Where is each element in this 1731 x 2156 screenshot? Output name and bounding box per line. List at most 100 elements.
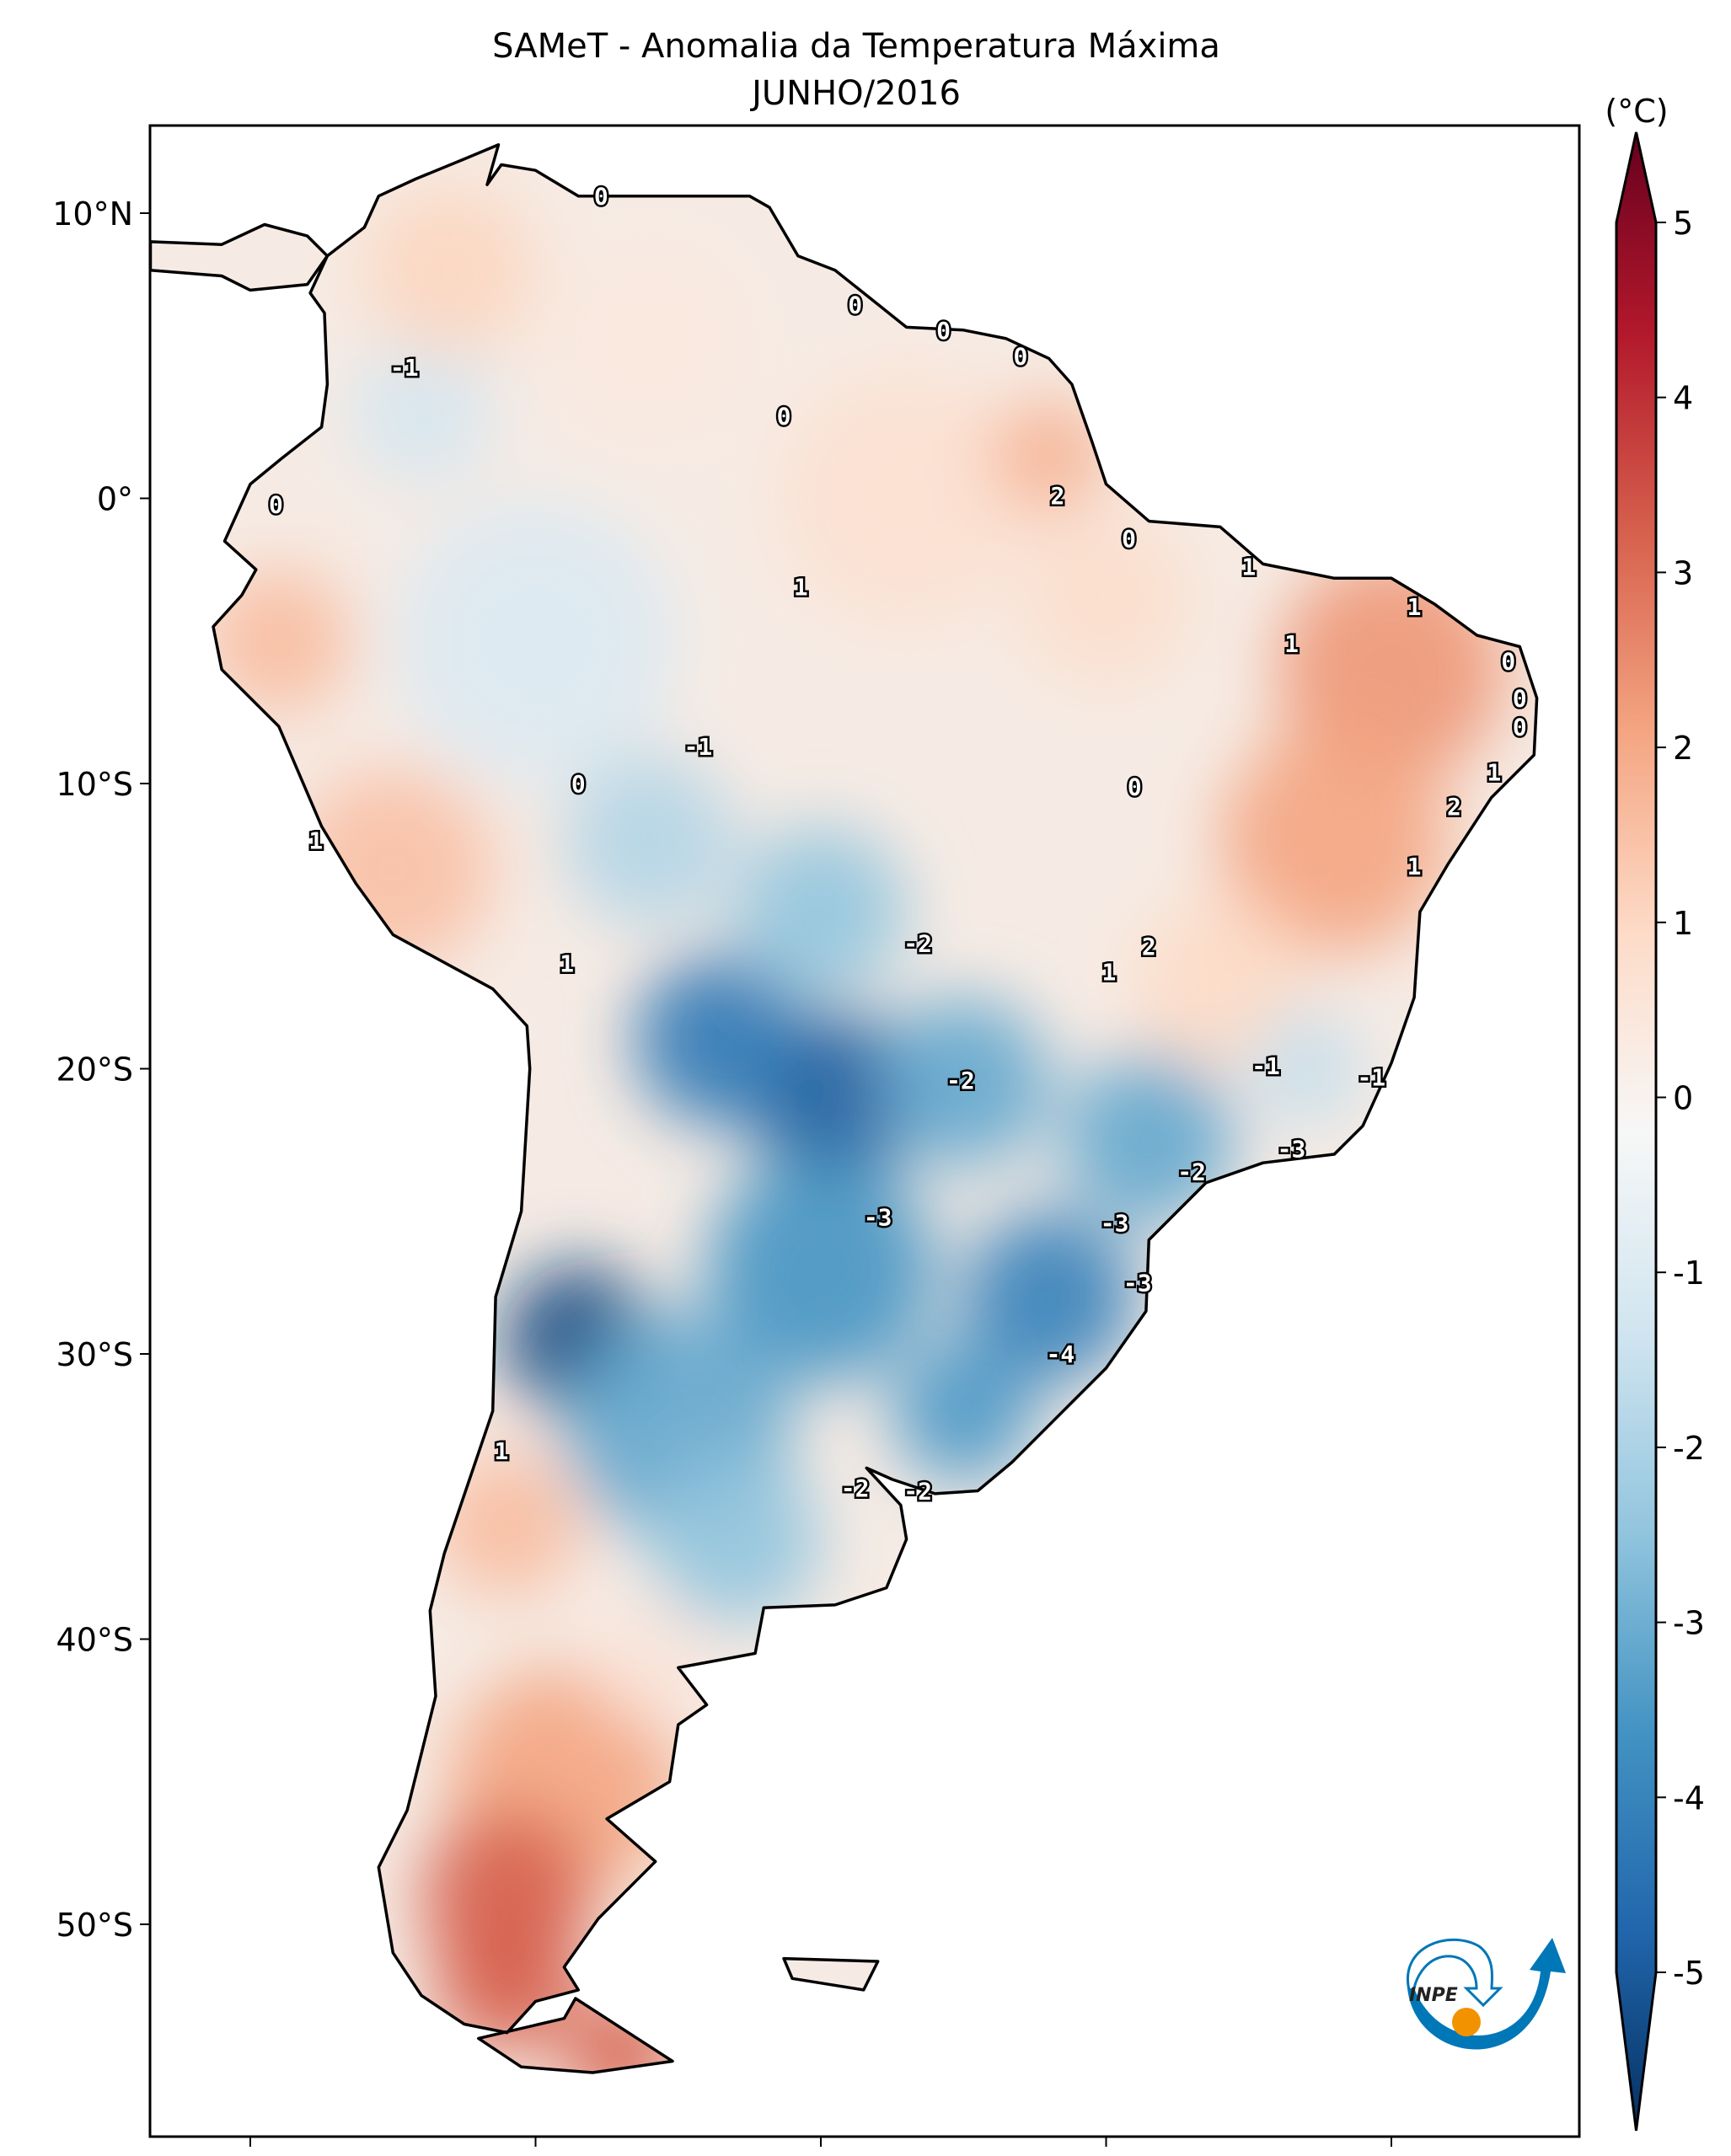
anomaly-blob <box>350 341 493 484</box>
colorbar-tick-label: 2 <box>1673 730 1693 767</box>
colorbar-tick-label: -2 <box>1673 1430 1705 1467</box>
contour-label: 1 <box>1407 853 1422 880</box>
contour-label: 0 <box>571 770 586 798</box>
colorbar-tick-label: 5 <box>1673 205 1693 242</box>
y-axis-ticks: 10°N 0° 10°S 20°S 30°S 40°S 50°S <box>52 195 150 1944</box>
contour-label: 0 <box>936 317 951 345</box>
x-tick-label: 50°W <box>1062 2151 1150 2156</box>
contour-label: 0 <box>1122 525 1136 553</box>
contour-label: 0 <box>777 402 791 430</box>
anomaly-blob <box>364 185 536 356</box>
y-tick-label: 20°S <box>56 1051 133 1089</box>
contour-label: 0 <box>1513 684 1527 712</box>
colorbar-tick-label: 4 <box>1673 380 1693 417</box>
anomaly-blob <box>1134 897 1306 1069</box>
contour-label: 1 <box>308 827 323 855</box>
map-title: SAMeT - Anomalia da Temperatura Máxima <box>492 27 1220 66</box>
logo-swoosh <box>1407 1938 1566 2050</box>
colorbar-tick-label: -5 <box>1673 1955 1705 1992</box>
colorbar-units: (°C) <box>1605 93 1668 130</box>
contour-label: 0 <box>269 490 283 518</box>
logo-sun <box>1452 2008 1481 2036</box>
contour-label: -1 <box>390 354 419 382</box>
contour-label: -3 <box>1278 1135 1306 1163</box>
contour-label: 0 <box>594 183 608 211</box>
colorbar-tick-label: -1 <box>1673 1255 1705 1292</box>
contour-label: 0 <box>1501 647 1515 675</box>
anomaly-blob <box>1063 1054 1235 1226</box>
y-tick-label: 50°S <box>56 1907 133 1944</box>
anomaly-blob <box>706 1154 935 1383</box>
anomaly-blob <box>649 1453 821 1625</box>
contour-label: -1 <box>684 733 713 761</box>
anomaly-blob <box>1248 1011 1364 1126</box>
anomaly-blob <box>436 1453 579 1597</box>
contour-label: 0 <box>1513 713 1527 741</box>
contour-label: 0 <box>848 291 862 318</box>
anomaly-blob <box>592 1610 707 1725</box>
y-tick-label: 30°S <box>56 1336 133 1373</box>
logo-text: INPE <box>1409 1985 1458 2006</box>
map-subtitle: JUNHO/2016 <box>749 74 961 113</box>
anomaly-blob <box>564 755 736 927</box>
anomaly-blob <box>1219 726 1449 955</box>
x-axis-ticks: 80°W 70°W 60°W 50°W 40°W <box>206 2137 1436 2156</box>
contour-label: 2 <box>1051 482 1065 510</box>
anomaly-blob <box>992 399 1107 513</box>
contour-label: 0 <box>1014 342 1028 370</box>
anomaly-blob <box>963 1211 1135 1383</box>
contour-label: -2 <box>1177 1158 1206 1185</box>
contour-label: -2 <box>903 930 932 958</box>
colorbar-tick-label: 1 <box>1673 905 1693 942</box>
colorbar-tick-label: -4 <box>1673 1779 1705 1816</box>
colorbar-tick-label: 3 <box>1673 554 1693 591</box>
colorbar-tick-label: -3 <box>1673 1605 1705 1642</box>
inpe-logo: INPE <box>1406 1938 1566 2050</box>
anomaly-blob <box>393 498 678 784</box>
colorbar-tick-label: 0 <box>1673 1080 1693 1117</box>
colorbar-body <box>1615 131 1658 2132</box>
x-tick-label: 40°W <box>1348 2151 1436 2156</box>
contour-label: -3 <box>1123 1269 1152 1297</box>
contour-label: -2 <box>841 1474 870 1502</box>
anomaly-blob <box>1020 512 1192 684</box>
anomaly-blob <box>635 955 807 1126</box>
coastline <box>150 143 1539 2074</box>
colorbar-ticks: 5 4 3 2 1 0 -1 -2 -3 -4 -5 <box>1656 205 1705 1992</box>
contour-label: 0 <box>1128 773 1142 800</box>
contour-label: 1 <box>1241 554 1256 581</box>
x-tick-label: 70°W <box>491 2151 580 2156</box>
contour-label: -3 <box>864 1204 892 1232</box>
contour-label: 1 <box>560 950 574 977</box>
y-tick-label: 10°S <box>56 766 133 803</box>
contour-label: -2 <box>903 1477 932 1505</box>
contour-label: -3 <box>1101 1209 1129 1237</box>
contour-label: 1 <box>1407 593 1422 621</box>
y-tick-label: 40°S <box>56 1622 133 1659</box>
anomaly-blob <box>549 241 750 441</box>
contour-label: -4 <box>1046 1340 1075 1368</box>
contour-label: 1 <box>1284 630 1299 658</box>
contour-label: 1 <box>494 1437 508 1465</box>
contour-label: 1 <box>1487 758 1501 786</box>
x-tick-label: 80°W <box>206 2151 295 2156</box>
colorbar: (°C) 5 4 3 2 1 0 -1 -2 -3 -4 -5 <box>1605 93 1705 2132</box>
anomaly-blob <box>735 826 907 998</box>
contour-label: -1 <box>1251 1052 1280 1080</box>
y-tick-label: 10°N <box>52 195 133 233</box>
anomaly-blob <box>207 570 351 713</box>
contour-label: 1 <box>794 573 808 601</box>
y-tick-label: 0° <box>97 481 133 518</box>
contour-label: 1 <box>1101 958 1116 986</box>
anomaly-blob <box>892 1340 1035 1483</box>
logo-arrow-outline <box>1406 1938 1503 2008</box>
anomaly-blob <box>778 370 1035 627</box>
x-tick-label: 60°W <box>777 2151 866 2156</box>
contour-label: -2 <box>946 1067 975 1094</box>
contour-label: -1 <box>1357 1064 1385 1092</box>
contour-label: 2 <box>1142 933 1156 960</box>
anomaly-blob <box>877 997 1049 1169</box>
